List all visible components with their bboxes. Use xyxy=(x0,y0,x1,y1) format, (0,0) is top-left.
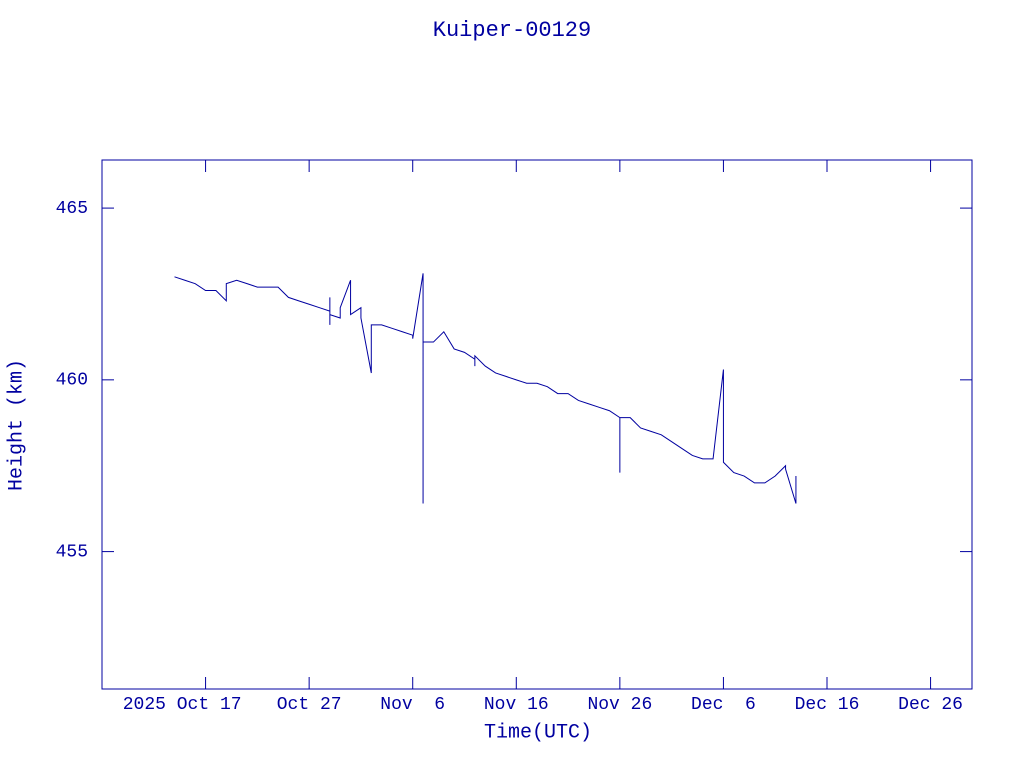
y-tick-label: 460 xyxy=(56,371,88,391)
x-tick-label: Dec 26 xyxy=(898,695,963,715)
x-tick-label: Nov 26 xyxy=(587,695,652,715)
y-axis-label: Height (km) xyxy=(5,359,28,491)
x-tick-label: Dec 16 xyxy=(795,695,860,715)
x-tick-label: Nov 16 xyxy=(484,695,549,715)
y-tick-label: 465 xyxy=(56,199,88,219)
chart-title: Kuiper-00129 xyxy=(433,18,591,43)
x-axis-label: Time(UTC) xyxy=(484,721,592,744)
x-tick-label: Dec 6 xyxy=(691,695,756,715)
y-tick-label: 455 xyxy=(56,542,88,562)
plot-frame xyxy=(101,159,973,690)
x-tick-label: 2025 Oct 17 xyxy=(123,695,242,715)
x-tick-label: Nov 6 xyxy=(380,695,445,715)
x-tick-label: Oct 27 xyxy=(277,695,342,715)
data-line xyxy=(174,273,797,504)
